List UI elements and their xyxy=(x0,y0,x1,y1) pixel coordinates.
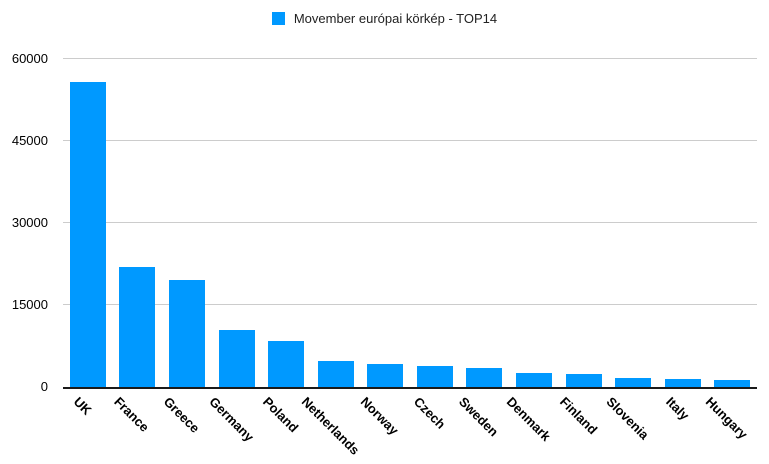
x-tick-label: Czech xyxy=(410,394,449,432)
bar-slot xyxy=(509,59,559,387)
x-tick-label: Slovenia xyxy=(603,394,653,443)
bar-hungary[interactable] xyxy=(714,379,751,387)
x-tick-slot: Czech xyxy=(410,390,460,464)
bar-sweden[interactable] xyxy=(466,368,503,387)
bar-finland[interactable] xyxy=(565,373,602,387)
y-tick-label: 15000 xyxy=(11,297,48,312)
x-tick-slot: Denmark xyxy=(504,390,559,464)
bar-slot xyxy=(261,59,311,387)
x-tick-slot: Slovenia xyxy=(604,390,658,464)
bar-slot xyxy=(460,59,510,387)
bar-germany[interactable] xyxy=(218,329,255,387)
y-tick-label: 30000 xyxy=(11,215,48,230)
x-tick-slot: Sweden xyxy=(456,390,510,464)
x-axis-labels: UK France Greece Germany Poland Netherlands No… xyxy=(63,390,757,464)
bar-czech[interactable] xyxy=(416,365,453,387)
bar-slot xyxy=(212,59,262,387)
bar-slot xyxy=(162,59,212,387)
bars xyxy=(63,59,757,387)
bar-denmark[interactable] xyxy=(515,373,552,387)
bar-slot xyxy=(608,59,658,387)
x-tick-label: Denmark xyxy=(503,394,554,444)
x-tick-label: UK xyxy=(70,394,95,418)
y-tick-label: 60000 xyxy=(11,51,48,66)
x-tick-slot: Norway xyxy=(358,390,410,464)
x-tick-slot: Hungary xyxy=(703,390,758,464)
x-tick-slot: Finland xyxy=(556,390,609,464)
bar-slot xyxy=(559,59,609,387)
x-tick-label: Norway xyxy=(358,394,402,438)
x-tick-slot: France xyxy=(111,390,163,464)
y-tick-label: 0 xyxy=(40,379,48,394)
y-axis-labels: 0 15000 30000 45000 60000 xyxy=(0,52,48,394)
x-tick-label: Sweden xyxy=(456,394,502,440)
gridline xyxy=(63,304,757,305)
bar-norway[interactable] xyxy=(367,363,404,387)
x-tick-slot: UK xyxy=(63,390,113,464)
bar-slot xyxy=(658,59,708,387)
bar-uk[interactable] xyxy=(69,81,106,387)
bar-slot xyxy=(113,59,163,387)
x-tick-slot: Netherlands xyxy=(298,390,362,464)
bar-slot xyxy=(708,59,758,387)
y-tick-label: 45000 xyxy=(11,133,48,148)
x-tick-label: Italy xyxy=(662,394,692,424)
x-tick-label: France xyxy=(111,394,153,435)
x-tick-slot: Germany xyxy=(206,390,262,464)
gridline xyxy=(63,58,757,59)
legend-swatch-icon xyxy=(271,12,285,25)
gridline xyxy=(63,222,757,223)
x-tick-label: Germany xyxy=(205,394,257,445)
x-tick-label: Greece xyxy=(160,394,203,436)
bar-france[interactable] xyxy=(119,266,156,387)
bar-slot xyxy=(410,59,460,387)
legend-label: Movember európai körkép - TOP14 xyxy=(293,11,498,26)
x-tick-label: Finland xyxy=(556,394,600,438)
plot-area xyxy=(63,58,757,389)
gridline xyxy=(63,140,757,141)
x-tick-slot: Greece xyxy=(160,390,212,464)
bar-slot xyxy=(360,59,410,387)
x-tick-label: Hungary xyxy=(703,394,751,442)
bar-slot xyxy=(63,59,113,387)
x-tick-label: Poland xyxy=(260,394,302,436)
bar-slovenia[interactable] xyxy=(615,378,652,387)
legend: Movember európai körkép - TOP14 xyxy=(0,11,769,26)
bar-italy[interactable] xyxy=(664,379,701,387)
bar-netherlands[interactable] xyxy=(317,360,354,387)
bar-slot xyxy=(311,59,361,387)
x-tick-slot: Italy xyxy=(658,390,708,464)
bar-greece[interactable] xyxy=(168,279,205,387)
bar-poland[interactable] xyxy=(268,340,305,387)
